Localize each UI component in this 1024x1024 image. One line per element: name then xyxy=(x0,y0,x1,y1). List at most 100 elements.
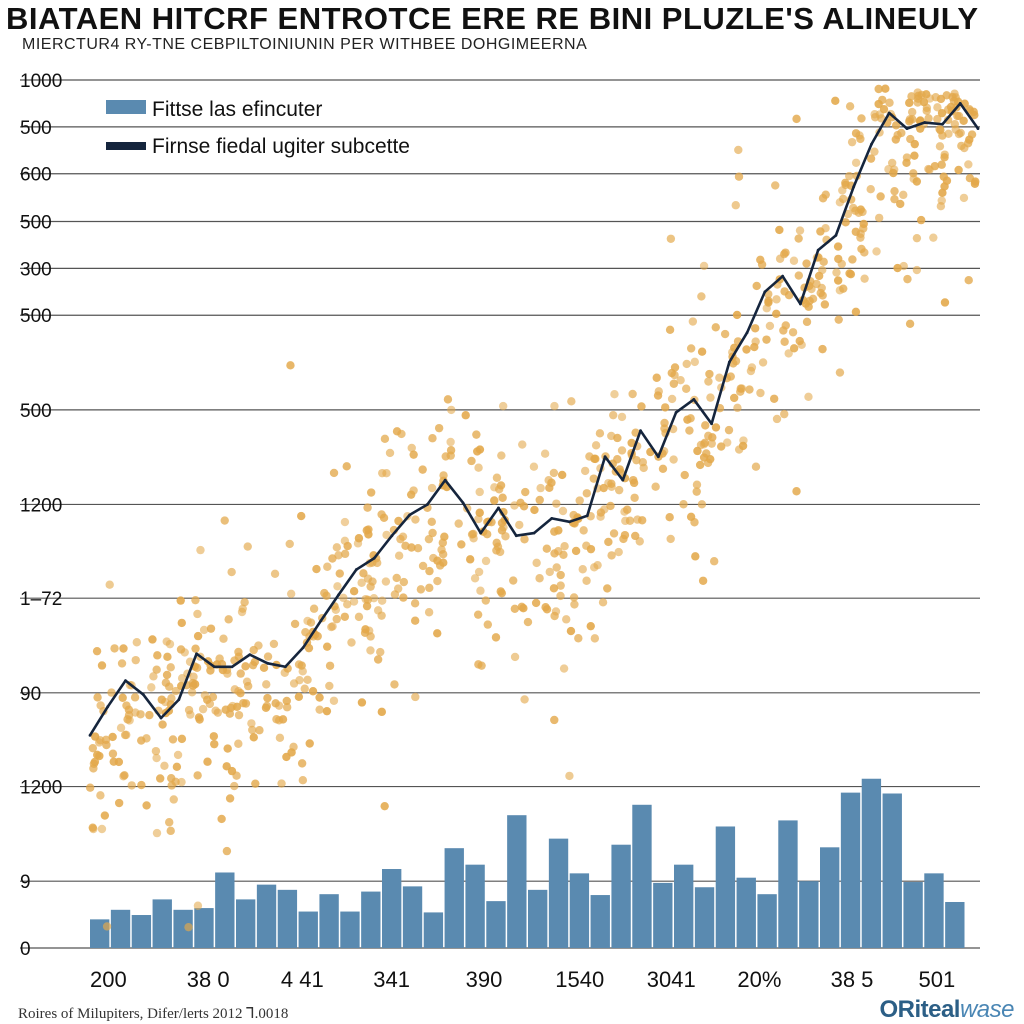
scatter-point-719 xyxy=(114,798,124,808)
scatter-point-234 xyxy=(697,347,707,356)
scatter-point-777 xyxy=(762,304,771,313)
scatter-point-790 xyxy=(551,607,561,616)
scatter-point-189 xyxy=(219,634,228,643)
line-point-43 xyxy=(852,185,856,189)
scatter-point-74 xyxy=(297,759,307,768)
scatter-point-363 xyxy=(885,98,894,107)
bar-1 xyxy=(110,909,131,948)
scatter-point-17 xyxy=(510,652,520,662)
scatter-point-862 xyxy=(359,569,368,578)
y-tick-label-5: 500 xyxy=(20,306,52,327)
line-point-49 xyxy=(958,102,962,105)
scatter-point-687 xyxy=(711,423,721,432)
scatter-point-616 xyxy=(184,922,193,932)
scatter-point-728 xyxy=(393,584,403,593)
scatter-point-345 xyxy=(802,259,811,268)
scatter-point-199 xyxy=(610,390,619,399)
line-point-39 xyxy=(781,274,785,278)
scatter-point-646 xyxy=(653,391,663,400)
scatter-point-887 xyxy=(606,501,615,511)
scatter-point-838 xyxy=(166,663,175,672)
scatter-point-528 xyxy=(936,94,946,104)
scatter-point-754 xyxy=(127,781,136,790)
scatter-point-530 xyxy=(607,551,616,560)
scatter-point-61 xyxy=(676,376,685,385)
scatter-point-387 xyxy=(965,174,975,183)
scatter-point-300 xyxy=(617,412,627,422)
scatter-point-690 xyxy=(187,688,197,697)
scatter-point-696 xyxy=(217,814,226,824)
scatter-point-753 xyxy=(282,752,291,762)
scatter-point-193 xyxy=(575,496,584,505)
scatter-point-808 xyxy=(944,129,953,139)
scatter-point-521 xyxy=(617,446,627,455)
bar-31 xyxy=(736,877,756,948)
line-point-9 xyxy=(248,653,252,657)
scatter-point-377 xyxy=(720,329,730,339)
x-tick-label-9: 501 xyxy=(919,967,956,992)
scatter-point-240 xyxy=(896,199,905,209)
scatter-point-268 xyxy=(148,635,157,644)
scatter-point-150 xyxy=(149,672,158,681)
scatter-point-483 xyxy=(118,693,127,702)
scatter-point-246 xyxy=(567,397,576,406)
line-point-12 xyxy=(301,646,305,650)
line-series xyxy=(88,102,980,737)
line-point-21 xyxy=(461,501,465,505)
scatter-point-793 xyxy=(465,555,475,564)
scatter-point-881 xyxy=(586,621,595,631)
line-point-41 xyxy=(816,248,820,252)
scatter-point-353 xyxy=(916,215,926,225)
scatter-point-743 xyxy=(711,323,720,332)
scatter-point-196 xyxy=(574,634,583,643)
scatter-point-588 xyxy=(566,626,576,636)
scatter-point-56 xyxy=(206,624,216,633)
scatter-point-233 xyxy=(227,567,236,577)
scatter-point-604 xyxy=(802,317,812,327)
scatter-point-825 xyxy=(145,710,154,720)
scatter-point-496 xyxy=(937,160,946,169)
scatter-point-450 xyxy=(607,431,616,441)
scatter-point-576 xyxy=(596,508,606,517)
chart-subtitle: MIERCTUR4 RY-TNE CEBPILTOINIUNIN PER WIT… xyxy=(22,36,588,53)
scatter-point-700 xyxy=(396,534,405,544)
scatter-point-647 xyxy=(942,176,952,185)
scatter-point-884 xyxy=(123,715,132,724)
line-point-22 xyxy=(479,531,483,535)
bar-11 xyxy=(319,894,339,948)
scatter-point-788 xyxy=(933,103,942,112)
brand-logo: ORitealwase xyxy=(879,996,1014,1024)
line-point-33 xyxy=(674,411,678,414)
legend-line-swatch xyxy=(106,142,146,150)
scatter-point-755 xyxy=(814,271,824,281)
scatter-point-469 xyxy=(152,665,161,674)
scatter-point-16 xyxy=(191,595,200,605)
scatter-point-424 xyxy=(209,732,219,741)
line-point-23 xyxy=(497,506,500,510)
x-tick-label-0: 200 xyxy=(90,967,127,992)
scatter-point-281 xyxy=(638,458,648,467)
scatter-point-270 xyxy=(665,325,675,334)
scatter-point-676 xyxy=(857,244,866,254)
scatter-point-413 xyxy=(930,161,940,171)
scatter-point-580 xyxy=(613,455,622,464)
scatter-point-34 xyxy=(723,438,732,447)
scatter-point-367 xyxy=(609,529,619,538)
scatter-point-45 xyxy=(399,577,409,587)
scatter-point-174 xyxy=(152,828,162,838)
scatter-point-43 xyxy=(100,811,110,820)
bar-2 xyxy=(131,915,152,948)
scatter-point-720 xyxy=(731,201,740,210)
scatter-point-653 xyxy=(693,446,702,456)
bar-36 xyxy=(840,792,861,948)
scatter-point-709 xyxy=(580,466,590,476)
line-point-29 xyxy=(603,455,607,459)
scatter-point-320 xyxy=(595,429,605,438)
scatter-point-586 xyxy=(160,761,169,771)
scatter-point-807 xyxy=(599,483,608,493)
scatter-point-714 xyxy=(666,234,676,243)
scatter-point-29 xyxy=(222,846,232,856)
scatter-point-726 xyxy=(102,922,112,931)
scatter-point-350 xyxy=(327,622,336,632)
